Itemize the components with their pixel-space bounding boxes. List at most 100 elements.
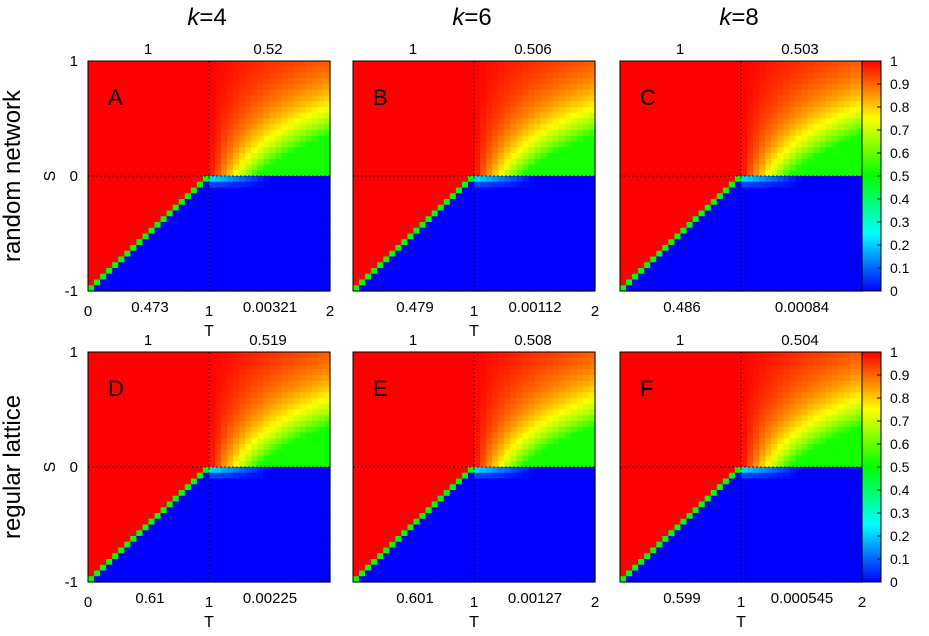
heatmap-cell xyxy=(106,153,113,160)
heatmap-cell xyxy=(281,239,289,246)
heatmap-cell xyxy=(771,245,778,252)
heatmap-cell xyxy=(552,273,560,281)
heatmap-cell xyxy=(704,279,712,286)
heatmap-cell xyxy=(728,227,736,235)
heatmap-cell xyxy=(257,222,265,229)
heatmap-cell xyxy=(419,153,427,160)
heatmap-cell xyxy=(656,199,663,206)
heatmap-cell xyxy=(668,130,676,137)
heatmap-cell xyxy=(716,204,724,212)
heatmap-cell xyxy=(407,222,415,229)
heatmap-cell xyxy=(196,153,204,160)
heatmap-cell xyxy=(582,176,590,183)
heatmap-cell xyxy=(498,227,505,235)
heatmap-cell xyxy=(486,164,493,171)
heatmap-cell xyxy=(662,107,669,114)
heatmap-cell xyxy=(106,245,113,252)
heatmap-cell xyxy=(588,112,596,120)
heatmap-cell xyxy=(741,84,748,91)
heatmap-cell xyxy=(275,204,283,212)
heatmap-cell xyxy=(753,193,760,200)
heatmap-cell xyxy=(383,147,390,154)
heatmap-cell xyxy=(106,101,113,108)
heatmap-cell xyxy=(419,130,427,137)
heatmap-cell xyxy=(419,118,427,125)
heatmap-cell xyxy=(233,193,240,200)
heatmap-cell xyxy=(257,107,265,114)
heatmap-cell xyxy=(166,107,174,114)
heatmap-cell xyxy=(257,141,265,148)
heatmap-cell xyxy=(353,170,360,177)
heatmap-cell xyxy=(293,118,301,125)
heatmap-cell xyxy=(395,61,402,68)
heatmap-cell xyxy=(359,158,366,166)
heatmap-cell xyxy=(287,285,295,292)
heatmap-cell xyxy=(209,164,216,171)
heatmap-cell xyxy=(656,107,663,114)
heatmap-cell xyxy=(449,181,457,189)
heatmap-cell xyxy=(582,66,590,74)
heatmap-cell xyxy=(819,170,827,177)
heatmap-cell xyxy=(359,204,366,212)
heatmap-cell xyxy=(480,187,487,194)
heatmap-cell xyxy=(504,118,511,125)
heatmap-cell xyxy=(759,170,766,177)
heatmap-cell xyxy=(674,256,682,263)
heatmap-cell xyxy=(540,84,548,91)
heatmap-cell xyxy=(377,170,384,177)
heatmap-cell xyxy=(777,118,784,125)
heatmap-cell xyxy=(522,89,530,97)
heatmap-cell xyxy=(576,72,584,79)
heatmap-cell xyxy=(686,204,694,212)
heatmap-cell xyxy=(504,147,511,154)
heatmap-cell xyxy=(546,199,554,206)
heatmap-cell xyxy=(765,199,772,206)
heatmap-cell xyxy=(467,227,475,235)
heatmap-cell xyxy=(570,164,578,171)
heatmap-cell xyxy=(371,118,378,125)
heatmap-cell xyxy=(88,153,95,160)
heatmap-cell xyxy=(855,187,863,194)
heatmap-cell xyxy=(716,222,724,229)
heatmap-cell xyxy=(359,187,366,194)
heatmap-cell xyxy=(777,268,784,275)
heatmap-cell xyxy=(269,239,277,246)
heatmap-cell xyxy=(209,273,216,281)
heatmap-cell xyxy=(843,181,851,189)
heatmap-cell xyxy=(172,187,180,194)
heatmap-cell xyxy=(516,268,523,275)
heatmap-cell xyxy=(644,222,651,229)
heatmap-cell xyxy=(492,118,499,125)
heatmap-cell xyxy=(650,124,657,131)
heatmap-cell xyxy=(819,279,827,286)
heatmap-cell xyxy=(837,78,845,85)
heatmap-cell xyxy=(582,78,590,85)
heatmap-cell xyxy=(813,124,821,131)
heatmap-cell xyxy=(196,147,204,154)
heatmap-cell xyxy=(437,130,445,137)
heatmap-cell xyxy=(293,101,301,108)
heatmap-cell xyxy=(269,204,277,212)
heatmap-cell xyxy=(209,112,216,120)
heatmap-cell xyxy=(831,153,839,160)
heatmap-cell xyxy=(215,250,222,258)
heatmap-cell xyxy=(582,72,590,79)
heatmap-cell xyxy=(801,176,809,183)
heatmap-cell xyxy=(383,199,390,206)
heatmap-cell xyxy=(353,164,360,171)
heatmap-cell xyxy=(419,101,427,108)
heatmap-cell xyxy=(287,239,295,246)
heatmap-cell xyxy=(190,112,198,120)
heatmap-cell xyxy=(221,170,228,177)
heatmap-cell xyxy=(504,204,511,212)
heatmap-cell xyxy=(698,285,706,292)
heatmap-cell xyxy=(136,279,144,286)
heatmap-cell xyxy=(807,176,815,183)
heatmap-cell xyxy=(359,210,366,217)
heatmap-cell xyxy=(467,245,475,252)
heatmap-cell xyxy=(831,279,839,286)
heatmap-cell xyxy=(734,250,742,258)
heatmap-cell xyxy=(305,199,313,206)
heatmap-cell xyxy=(747,84,754,91)
heatmap-cell xyxy=(124,256,131,263)
